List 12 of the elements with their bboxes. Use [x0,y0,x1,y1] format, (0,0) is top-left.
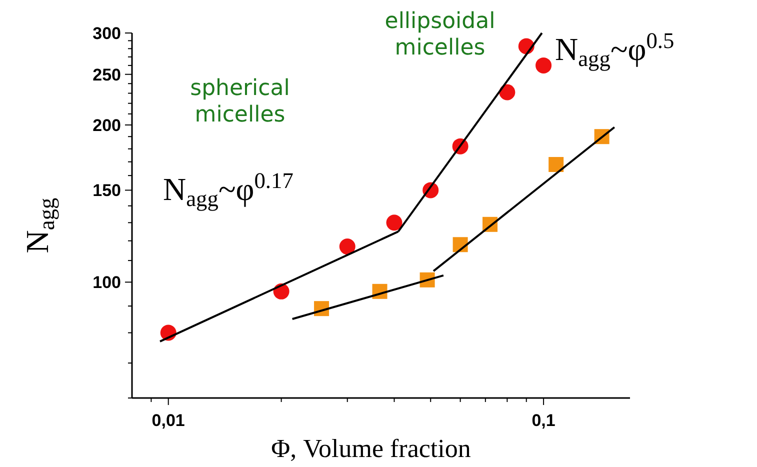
x-tick-label: 0,01 [152,411,185,430]
annotation: N$_{agg}$~φ$^{0.17}$ [163,168,294,210]
y-tick-label: 200 [92,116,121,135]
annotation: spherical micelles [190,76,290,128]
y-tick-label: 100 [92,273,121,292]
x-tick-label: 0,1 [532,411,556,430]
annotation: ellipsoidal micelles [384,9,496,60]
y-tick-label: 250 [92,65,121,84]
x-axis-title: Φ, Volume fraction [271,434,471,463]
y-tick-label: 300 [92,24,121,43]
y-tick-label: 150 [92,181,121,200]
annotation: N$_{agg}$~φ$^{0.5}$ [555,28,674,70]
